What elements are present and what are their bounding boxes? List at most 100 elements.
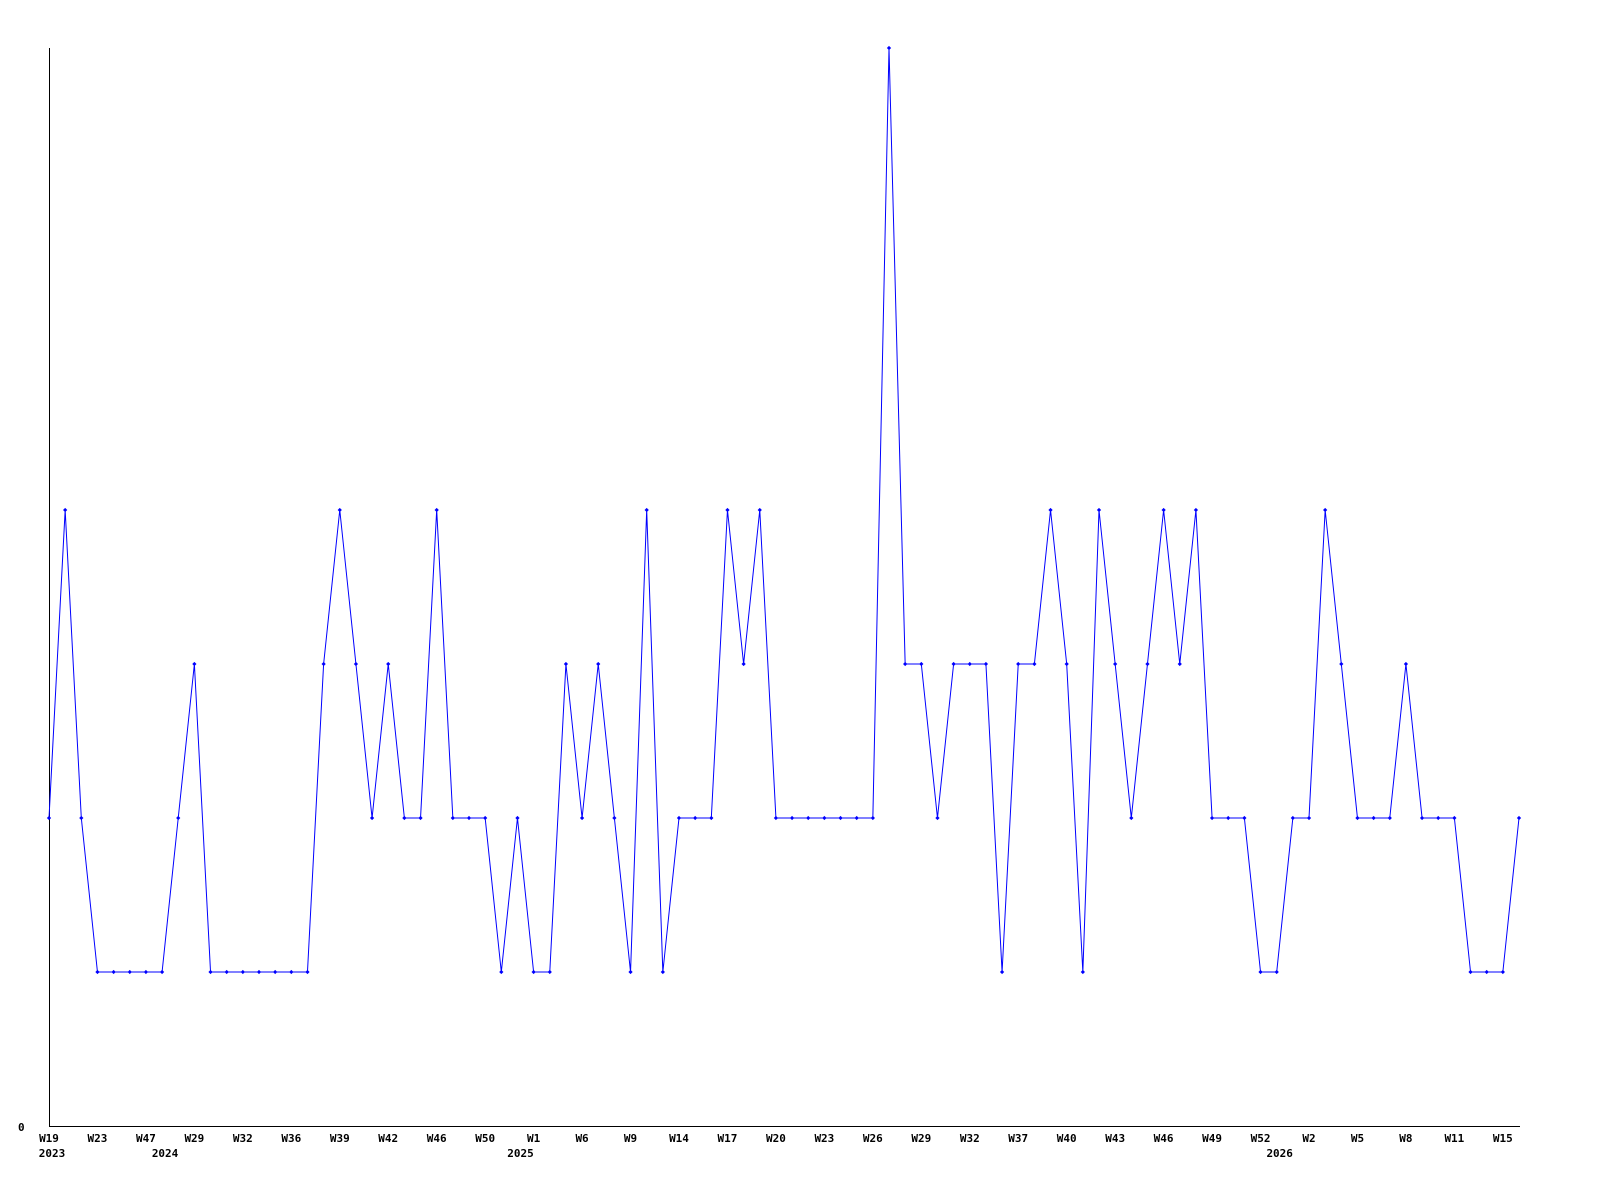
x-tick-label: W52: [1251, 1132, 1271, 1145]
x-tick-label: W15: [1493, 1132, 1513, 1145]
data-point: [789, 815, 795, 821]
x-tick-label: W23: [88, 1132, 108, 1145]
x-tick-label: W42: [378, 1132, 398, 1145]
data-point: [159, 969, 165, 975]
data-point: [515, 815, 520, 821]
data-point: [369, 815, 375, 821]
x-tick-label: W9: [624, 1132, 637, 1145]
data-point: [127, 969, 132, 975]
data-point: [1387, 815, 1392, 821]
data-point: [483, 815, 488, 821]
x-tick-label: W2: [1302, 1132, 1315, 1145]
x-tick-label: W32: [960, 1132, 980, 1145]
x-tick-label: W29: [184, 1132, 204, 1145]
data-point: [499, 969, 504, 975]
data-point: [450, 815, 455, 821]
x-tick-label: W11: [1444, 1132, 1464, 1145]
data-point: [822, 815, 827, 821]
data-point: [1161, 507, 1166, 513]
data-point: [1419, 815, 1425, 821]
data-point: [579, 815, 585, 821]
data-point: [143, 969, 149, 975]
data-point: [838, 815, 843, 821]
data-point: [240, 969, 245, 975]
data-point: [418, 815, 423, 821]
x-tick-label: W47: [136, 1132, 156, 1145]
data-point: [886, 45, 892, 51]
series-line: [48, 47, 1520, 973]
data-point: [402, 815, 407, 821]
x-year-label: 2026: [1266, 1147, 1293, 1160]
x-tick-label: W49: [1202, 1132, 1222, 1145]
x-year-label: 2023: [39, 1147, 66, 1160]
data-point: [773, 815, 779, 821]
data-point: [1113, 661, 1118, 667]
x-tick-label: W1: [527, 1132, 541, 1145]
data-point: [1064, 661, 1069, 667]
data-point: [305, 969, 310, 975]
x-tick-label: W40: [1057, 1132, 1077, 1145]
data-point: [63, 507, 68, 513]
data-point: [1468, 969, 1473, 975]
x-tick-label: W36: [281, 1132, 301, 1145]
data-point: [967, 661, 972, 667]
x-tick-label: W14: [669, 1132, 689, 1145]
data-point: [256, 969, 262, 975]
data-point: [935, 815, 940, 821]
data-point: [46, 815, 52, 821]
data-point: [983, 661, 989, 667]
data-point: [628, 969, 633, 975]
x-tick-label: W26: [863, 1132, 883, 1145]
data-point: [1339, 661, 1344, 667]
x-tick-label: W5: [1351, 1132, 1364, 1145]
data-point: [1516, 815, 1522, 821]
data-point: [725, 507, 730, 513]
x-tick-label: W39: [330, 1132, 350, 1145]
data-point: [741, 661, 746, 667]
data-point: [1032, 661, 1037, 667]
data-point: [321, 661, 326, 667]
x-tick-label: W23: [814, 1132, 834, 1145]
data-point: [466, 815, 472, 821]
data-point: [1209, 815, 1215, 821]
data-point: [176, 815, 181, 821]
data-point: [1403, 661, 1409, 667]
data-point: [1242, 815, 1247, 821]
x-tick-label: W46: [427, 1132, 447, 1145]
x-tick-label: W6: [575, 1132, 589, 1145]
data-point: [1323, 507, 1328, 513]
data-point: [192, 661, 197, 667]
data-point: [644, 507, 649, 513]
data-point: [563, 661, 569, 667]
x-tick-label: W17: [718, 1132, 738, 1145]
data-point: [337, 507, 342, 513]
data-point: [1274, 969, 1279, 975]
data-point: [951, 661, 956, 667]
x-tick-label: W8: [1399, 1132, 1412, 1145]
data-point: [919, 661, 924, 667]
data-point: [1258, 969, 1263, 975]
data-point: [1306, 815, 1312, 821]
data-point: [1145, 661, 1150, 667]
data-point: [1226, 815, 1231, 821]
data-point: [531, 969, 536, 975]
data-point: [1484, 969, 1489, 975]
data-point: [1016, 661, 1021, 667]
data-point: [693, 815, 698, 821]
data-point: [1371, 815, 1376, 821]
data-point: [854, 815, 859, 821]
data-point: [1096, 507, 1102, 513]
x-year-label: 2024: [152, 1147, 179, 1160]
data-point: [273, 969, 278, 975]
data-point: [111, 969, 116, 975]
data-point: [547, 969, 552, 975]
data-point: [806, 815, 811, 821]
data-point: [1436, 815, 1441, 821]
x-tick-label: W20: [766, 1132, 786, 1145]
data-point: [386, 661, 391, 667]
x-tick-label: W19: [39, 1132, 59, 1145]
x-tick-label: W43: [1105, 1132, 1125, 1145]
data-point: [434, 507, 439, 513]
x-tick-label: W32: [233, 1132, 253, 1145]
data-point: [1500, 969, 1505, 975]
